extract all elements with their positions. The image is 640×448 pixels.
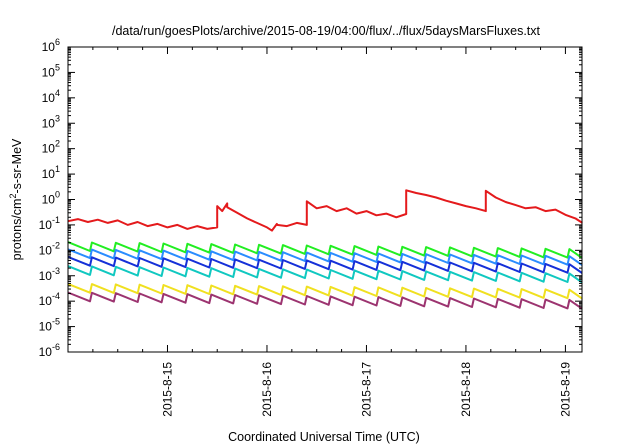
y-tick-label-exponent: 4: [55, 88, 60, 98]
series-line-3: [67, 248, 583, 266]
series-line-1: [67, 189, 583, 232]
y-tick-label-exponent: -3: [52, 266, 60, 276]
y-tick-label-base: 10: [42, 142, 56, 156]
y-tick-label-base: 10: [42, 116, 56, 130]
y-tick-label: 10-3: [39, 266, 60, 283]
plot-area: [67, 189, 583, 310]
y-tick-label-base: 10: [42, 91, 56, 105]
y-tick-label-exponent: 2: [55, 139, 60, 149]
y-axis-label: protons/cm2-s-sr-MeV: [8, 138, 24, 260]
y-tick-label: 10-6: [39, 342, 60, 359]
y-axis: 10-610-510-410-310-210-11001011021031041…: [39, 37, 582, 359]
y-tick-label-exponent: 3: [55, 113, 60, 123]
x-tick-label: 2015-8-15: [160, 362, 174, 417]
series-line-6: [67, 282, 583, 300]
x-axis: 2015-8-15 2015-8-16 2015-8-17 2015-8-18 2015…: [92, 47, 572, 417]
y-tick-label-base: 10: [39, 345, 53, 359]
y-tick-label: 10-5: [39, 317, 60, 334]
y-tick-label: 106: [42, 37, 60, 54]
y-tick-label: 10-1: [39, 215, 60, 232]
y-tick-label: 105: [42, 62, 60, 79]
y-tick-label-exponent: -1: [52, 215, 60, 225]
y-tick-label-exponent: -6: [52, 342, 60, 352]
y-tick-label-exponent: -5: [52, 317, 60, 327]
y-tick-label-exponent: -4: [52, 291, 60, 301]
chart-title: /data/run/goesPlots/archive/2015-08-19/0…: [112, 24, 541, 38]
y-tick-label-exponent: 5: [55, 62, 60, 72]
y-tick-label-exponent: 6: [55, 37, 60, 47]
x-tick-label: 2015-8-16: [260, 362, 274, 417]
plot-frame: [67, 46, 583, 353]
series-line-5: [67, 265, 583, 284]
y-tick-label-base: 10: [42, 167, 56, 181]
y-tick-label: 104: [42, 88, 60, 105]
y-tick-label-base: 10: [39, 218, 53, 232]
y-tick-label: 100: [42, 190, 60, 207]
series-line-4: [67, 255, 583, 274]
y-tick-label: 102: [42, 139, 60, 156]
y-tick-label-base: 10: [39, 243, 53, 257]
svg-text:protons/cm2-s-sr-MeV: protons/cm2-s-sr-MeV: [8, 138, 24, 260]
x-axis-label: Coordinated Universal Time (UTC): [228, 430, 420, 444]
x-tick-label: 2015-8-18: [459, 362, 473, 417]
x-tick-label: 2015-8-19: [558, 362, 572, 417]
y-tick-label: 103: [42, 113, 60, 130]
y-tick-label-base: 10: [42, 40, 56, 54]
y-axis-label-text: protons/cm: [10, 199, 24, 261]
y-tick-label: 101: [42, 164, 60, 181]
y-tick-label-base: 10: [39, 294, 53, 308]
y-axis-label-unit: -s-sr-MeV: [10, 138, 24, 194]
y-tick-label: 10-2: [39, 240, 60, 257]
series-line-2: [67, 241, 583, 259]
series-line-7: [67, 291, 583, 310]
y-tick-label: 10-4: [39, 291, 60, 308]
y-tick-label-base: 10: [42, 193, 56, 207]
y-tick-label-base: 10: [42, 65, 56, 79]
y-axis-label-exponent: 2: [8, 194, 18, 199]
y-tick-label-exponent: -2: [52, 240, 60, 250]
y-tick-label-base: 10: [39, 320, 53, 334]
y-tick-label-base: 10: [39, 269, 53, 283]
y-tick-label-exponent: 0: [55, 190, 60, 200]
y-tick-label-exponent: 1: [55, 164, 60, 174]
x-tick-label: 2015-8-17: [359, 362, 373, 417]
